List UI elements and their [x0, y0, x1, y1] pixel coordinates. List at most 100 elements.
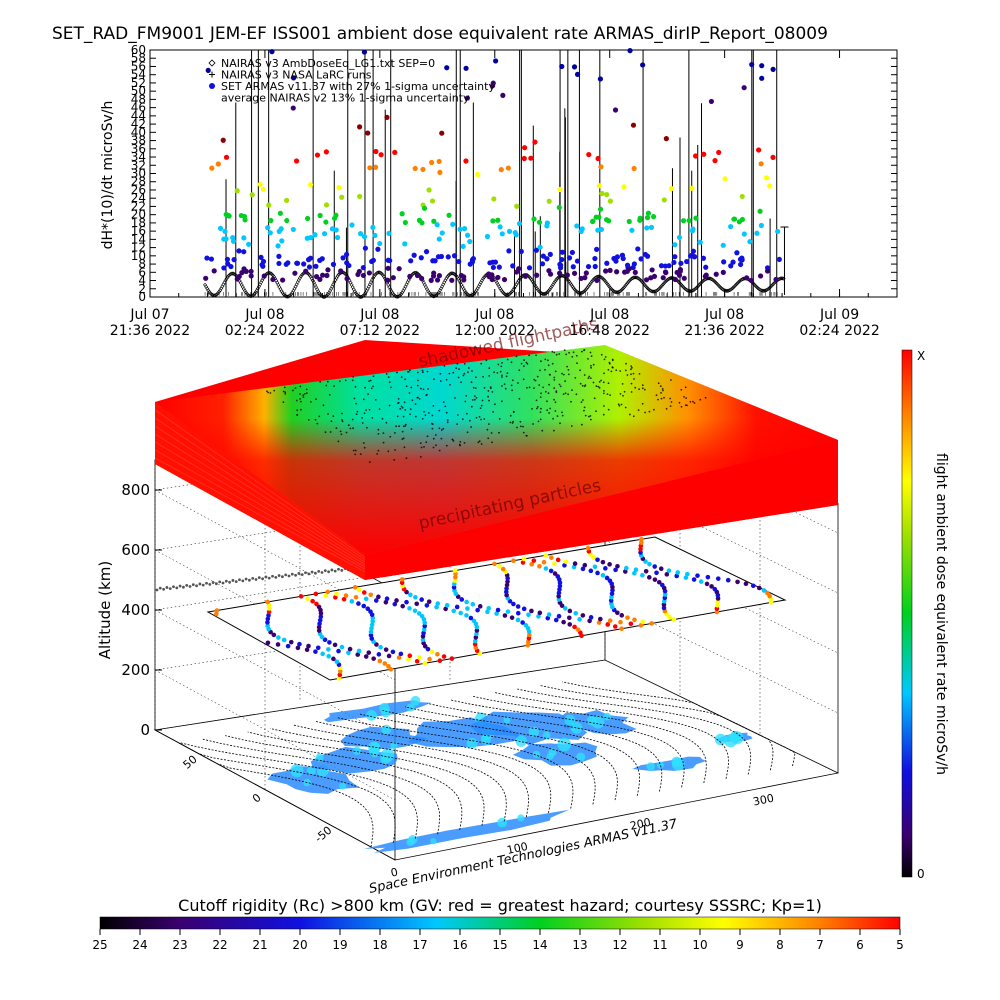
sheet-dot [624, 406, 627, 409]
sheet-dot [556, 415, 559, 417]
sheet-dot [633, 378, 635, 380]
orbit-point [543, 566, 549, 571]
orbit-point [435, 652, 440, 657]
sheet-dot [603, 405, 605, 407]
nairas-point [316, 289, 321, 294]
sheet-dot [510, 361, 513, 364]
y-tick-label: 32 [131, 158, 146, 172]
sheet-dot [282, 390, 285, 393]
sheet-dot [469, 419, 471, 422]
sheet-dot [296, 409, 299, 412]
nairas-point [651, 289, 656, 294]
nairas-point [291, 288, 296, 293]
sheet-dot [355, 402, 357, 405]
armas-point [571, 270, 578, 276]
sheet-dot [548, 412, 550, 414]
nairas-point [781, 276, 786, 281]
rigidity-colorbar-label: Cutoff rigidity (Rc) >800 km (GV: red = … [178, 896, 822, 915]
armas-point [493, 58, 499, 64]
sheet-dot [621, 383, 624, 385]
armas-point [419, 275, 425, 282]
landmass-highlight [528, 726, 540, 737]
sheet-dot [414, 403, 417, 405]
landmass-highlight [571, 722, 583, 734]
nairas-point [297, 276, 302, 281]
floor-track [178, 742, 396, 843]
armas-point [386, 230, 392, 237]
orbit-point [552, 571, 558, 576]
armas-point [716, 149, 722, 156]
sheet-dot [611, 366, 614, 368]
sheet-dot [498, 431, 500, 434]
orbit-point [712, 586, 718, 592]
sheet-dot [299, 398, 301, 400]
sheet-dot [352, 449, 355, 452]
orbit-point [527, 632, 532, 638]
floor-track [247, 731, 485, 826]
armas-point [666, 263, 672, 269]
armas-point [660, 275, 666, 281]
sheet-dot [385, 421, 388, 424]
sheet-layer-line [154, 417, 366, 561]
nairas-point [475, 286, 480, 291]
landmass-highlight [366, 709, 377, 721]
rigidity-colorbar: Cutoff rigidity (Rc) >800 km (GV: red = … [92, 896, 903, 952]
landmass-highlight [380, 748, 395, 762]
armas-point [570, 264, 576, 270]
sheet-dot [602, 381, 605, 384]
armas-point [599, 190, 605, 197]
shadow-track-point [185, 583, 189, 587]
orbit-point [608, 598, 614, 603]
shadow-track-point [198, 582, 202, 586]
orbit-point [317, 621, 322, 627]
floor-track [337, 717, 574, 809]
sheet-dot [564, 392, 567, 395]
orbit-point [315, 645, 321, 651]
nairas-point [667, 276, 672, 281]
sheet-dot [603, 392, 605, 395]
armas-point [336, 185, 342, 191]
shadow-track-point [310, 570, 314, 574]
nairas-point [401, 288, 406, 293]
sheet-dot [670, 401, 673, 403]
orbit-point [298, 594, 304, 599]
armas-point [644, 215, 651, 221]
orbit-point [556, 593, 561, 599]
shadow-track-point [178, 584, 182, 588]
orbit-point [607, 562, 612, 567]
nairas-point [548, 285, 553, 290]
sheet-dot [404, 378, 406, 381]
sheet-dot [330, 420, 333, 423]
sheet-dot [328, 394, 331, 396]
armas-point [429, 159, 435, 166]
armas-point [377, 240, 383, 247]
sheet-dot [409, 369, 411, 372]
orbit-point [537, 564, 542, 569]
armas-point [339, 194, 345, 200]
sheet-dot [525, 361, 528, 364]
nairas-point [389, 289, 394, 294]
orbit-point [671, 617, 677, 622]
armas-point [739, 257, 745, 263]
sheet-dot [501, 362, 503, 364]
sheet-dot [662, 389, 664, 392]
armas-point [234, 276, 240, 282]
armas-point [390, 275, 396, 281]
floor-track [562, 681, 796, 767]
orbit-point [470, 601, 476, 607]
orbit-point [575, 627, 581, 632]
sheet-dot [385, 373, 388, 375]
shadow-track-point [244, 577, 248, 581]
sheet-dot [295, 399, 298, 402]
armas-point [490, 264, 496, 271]
timeseries-y-axis: 0246810121416182022242628303234363840424… [131, 43, 897, 304]
x-tick-label-date: Jul 09 [819, 307, 859, 323]
nairas-point [289, 292, 294, 297]
shadow-track-point [195, 584, 199, 588]
armas-point [437, 169, 443, 175]
orbit-point [314, 601, 319, 607]
orbit-point [685, 571, 690, 577]
sheet-dot [266, 390, 268, 393]
orbit-point [458, 610, 464, 616]
